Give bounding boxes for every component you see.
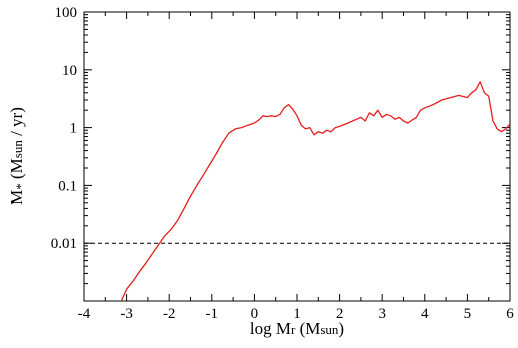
x-tick-label: 6 bbox=[506, 306, 514, 322]
y-tick-label: 1 bbox=[70, 121, 78, 137]
plot-frame bbox=[83, 11, 511, 302]
x-tick-label: 1 bbox=[293, 306, 301, 322]
y-tick-label: 0.01 bbox=[51, 236, 77, 252]
x-tick-label: -3 bbox=[120, 306, 133, 322]
series-line bbox=[120, 81, 510, 301]
y-tick-label: 0.1 bbox=[58, 178, 77, 194]
x-tick-label: -2 bbox=[163, 306, 176, 322]
y-tick-label: 100 bbox=[55, 5, 78, 21]
x-tick-label: -4 bbox=[78, 306, 91, 322]
x-tick-label: 4 bbox=[421, 306, 429, 322]
y-tick-label: 10 bbox=[62, 63, 77, 79]
x-tick-label: 0 bbox=[251, 306, 259, 322]
x-axis-label: log Mr (Msun) bbox=[250, 319, 344, 338]
x-tick-label: 2 bbox=[336, 306, 344, 322]
y-axis-label: M* (Msun / yr) bbox=[7, 107, 28, 205]
axis-tick-labels: -4 -3 -2 -1 0 1 2 3 4 5 6 0.01 0.1 1 10 100 bbox=[51, 5, 515, 322]
x-tick-label: 5 bbox=[464, 306, 472, 322]
x-tick-label: 3 bbox=[378, 306, 386, 322]
x-tick-label: -1 bbox=[206, 306, 219, 322]
ylabel-dot-accent bbox=[11, 200, 14, 204]
axis-ticks bbox=[83, 11, 511, 302]
svg-text:M* (Msun / yr): M* (Msun / yr) bbox=[7, 107, 28, 205]
